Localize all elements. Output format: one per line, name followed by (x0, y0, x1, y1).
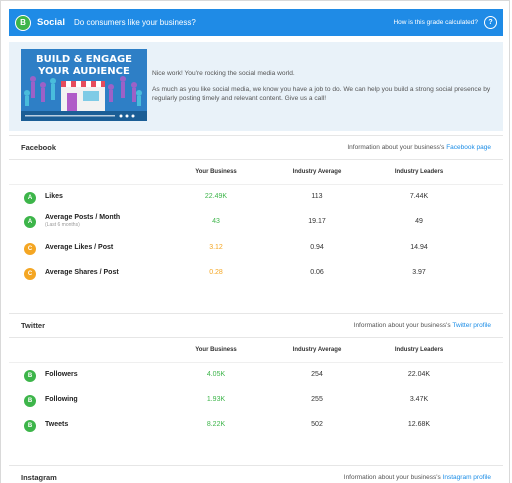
help-icon[interactable]: ? (484, 16, 497, 29)
social-grade-badge: B (15, 14, 31, 31)
table-row: B Followers 4.05K 254 22.04K (9, 367, 503, 385)
facebook-title: Facebook (21, 142, 57, 152)
leaders-value: 22.04K (407, 371, 431, 378)
average-value: 0.06 (310, 269, 324, 276)
banner-line-1: Nice work! You're rocking the social med… (152, 70, 295, 77)
facebook-info: Information about your business's Facebo… (347, 144, 491, 151)
your-value: 43 (212, 218, 220, 225)
metric-label-group: Average Posts / Month (Last 6 months) (45, 214, 120, 229)
video-title-line1: BUILD & ENGAGE (36, 54, 132, 65)
instagram-info-prefix: Information about your business's (343, 473, 441, 481)
col-your-business: Your Business (195, 347, 237, 353)
your-value: 4.05K (206, 371, 226, 378)
twitter-info: Information about your business's Twitte… (354, 322, 491, 329)
table-row: C Average Shares / Post 0.28 0.06 3.97 (9, 265, 503, 283)
grade-badge: B (24, 370, 36, 382)
leaders-value: 12.68K (407, 421, 431, 428)
table-row: A Average Posts / Month (Last 6 months) … (9, 212, 503, 234)
leaders-value: 49 (415, 218, 423, 225)
average-value: 254 (311, 371, 323, 378)
leaders-value: 14.94 (410, 244, 428, 251)
average-value: 19.17 (308, 218, 326, 225)
divider (9, 135, 503, 136)
facebook-info-prefix: Information about your business's (347, 143, 445, 151)
video-illustration: BUILD & ENGAGE YOUR AUDIENCE (21, 49, 147, 121)
average-value: 0.94 (310, 244, 324, 251)
col-your-business: Your Business (195, 169, 237, 175)
facebook-section-header: Facebook Information about your business… (9, 135, 503, 159)
section-question: Do consumers like your business? (74, 18, 196, 27)
your-value: 3.12 (209, 244, 223, 251)
twitter-section-header: Twitter Information about your business'… (9, 313, 503, 337)
leaders-value: 3.47K (409, 396, 429, 403)
table-row: C Average Likes / Post 3.12 0.94 14.94 (9, 240, 503, 258)
your-value: 8.22K (206, 421, 226, 428)
video-thumbnail[interactable]: BUILD & ENGAGE YOUR AUDIENCE (21, 49, 147, 121)
twitter-profile-link[interactable]: Twitter profile (452, 321, 491, 329)
grade-badge: B (24, 395, 36, 407)
table-row: A Likes 22.49K 113 7.44K (9, 189, 503, 207)
col-industry-average: Industry Average (292, 169, 342, 175)
banner-line-2: As much as you like social media, we kno… (152, 86, 491, 102)
grade-badge: B (24, 420, 36, 432)
average-value: 113 (311, 193, 323, 200)
average-value: 255 (311, 396, 323, 403)
metric-sublabel: (Last 6 months) (45, 222, 80, 228)
your-value: 1.93K (206, 396, 226, 403)
grade-calculation-link[interactable]: How is this grade calculated? ? (393, 16, 497, 29)
metric-label: Average Likes / Post (45, 244, 114, 251)
section-title: Social (37, 17, 65, 28)
divider (9, 313, 503, 314)
metric-label: Tweets (45, 421, 69, 428)
row-separator (9, 184, 503, 185)
banner-message: Nice work! You're rocking the social med… (152, 69, 492, 110)
divider (9, 159, 503, 160)
your-value: 0.28 (209, 269, 223, 276)
metric-label: Likes (45, 193, 63, 200)
divider (9, 337, 503, 338)
table-row: B Tweets 8.22K 502 12.68K (9, 417, 503, 435)
instagram-title: Instagram (21, 472, 57, 482)
instagram-info: Information about your business's Instag… (344, 474, 491, 481)
col-industry-leaders: Industry Leaders (394, 347, 444, 353)
twitter-info-prefix: Information about your business's (353, 321, 451, 329)
social-banner: BUILD & ENGAGE YOUR AUDIENCE Nice work! … (9, 42, 503, 131)
divider (9, 465, 503, 466)
col-industry-average: Industry Average (292, 347, 342, 353)
average-value: 502 (311, 421, 323, 428)
grade-badge: C (24, 268, 36, 280)
facebook-page-link[interactable]: Facebook page (446, 143, 491, 151)
metric-label: Average Shares / Post (45, 269, 119, 276)
instagram-profile-link[interactable]: Instagram profile (442, 473, 491, 481)
metric-label: Followers (45, 371, 78, 378)
table-row: B Following 1.93K 255 3.47K (9, 392, 503, 410)
metric-label: Following (45, 396, 78, 403)
social-header-bar: B Social Do consumers like your business… (9, 9, 503, 36)
instagram-section-header: Instagram Information about your busines… (9, 467, 503, 483)
leaders-value: 7.44K (409, 193, 429, 200)
your-value: 22.49K (204, 193, 228, 200)
leaders-value: 3.97 (412, 269, 426, 276)
metric-label: Average Posts / Month (45, 214, 121, 221)
row-separator (9, 362, 503, 363)
grade-badge: C (24, 243, 36, 255)
grade-calculation-label: How is this grade calculated? (393, 19, 478, 26)
video-title-line2: YOUR AUDIENCE (37, 66, 130, 77)
grade-badge: A (24, 192, 36, 204)
twitter-title: Twitter (21, 320, 46, 330)
col-industry-leaders: Industry Leaders (394, 169, 444, 175)
grade-badge: A (24, 216, 36, 228)
